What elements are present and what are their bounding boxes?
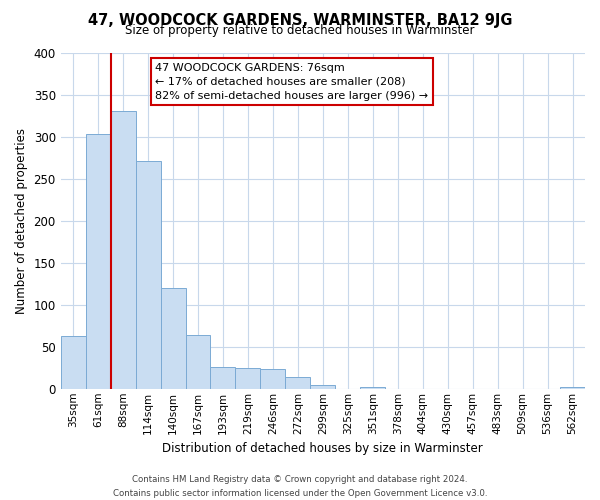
Bar bbox=[110, 112, 136, 389]
Bar bbox=[260, 370, 286, 389]
Bar bbox=[61, 336, 86, 389]
Bar bbox=[360, 387, 385, 389]
Y-axis label: Number of detached properties: Number of detached properties bbox=[15, 128, 28, 314]
Bar bbox=[310, 386, 335, 389]
X-axis label: Distribution of detached houses by size in Warminster: Distribution of detached houses by size … bbox=[163, 442, 483, 455]
Bar bbox=[560, 387, 585, 389]
Text: 47, WOODCOCK GARDENS, WARMINSTER, BA12 9JG: 47, WOODCOCK GARDENS, WARMINSTER, BA12 9… bbox=[88, 12, 512, 28]
Bar bbox=[211, 367, 235, 389]
Text: Contains HM Land Registry data © Crown copyright and database right 2024.
Contai: Contains HM Land Registry data © Crown c… bbox=[113, 476, 487, 498]
Text: Size of property relative to detached houses in Warminster: Size of property relative to detached ho… bbox=[125, 24, 475, 37]
Bar bbox=[161, 288, 185, 389]
Bar bbox=[286, 377, 310, 389]
Text: 47 WOODCOCK GARDENS: 76sqm
← 17% of detached houses are smaller (208)
82% of sem: 47 WOODCOCK GARDENS: 76sqm ← 17% of deta… bbox=[155, 62, 428, 100]
Bar bbox=[86, 134, 110, 389]
Bar bbox=[136, 161, 161, 389]
Bar bbox=[185, 335, 211, 389]
Bar bbox=[235, 368, 260, 389]
